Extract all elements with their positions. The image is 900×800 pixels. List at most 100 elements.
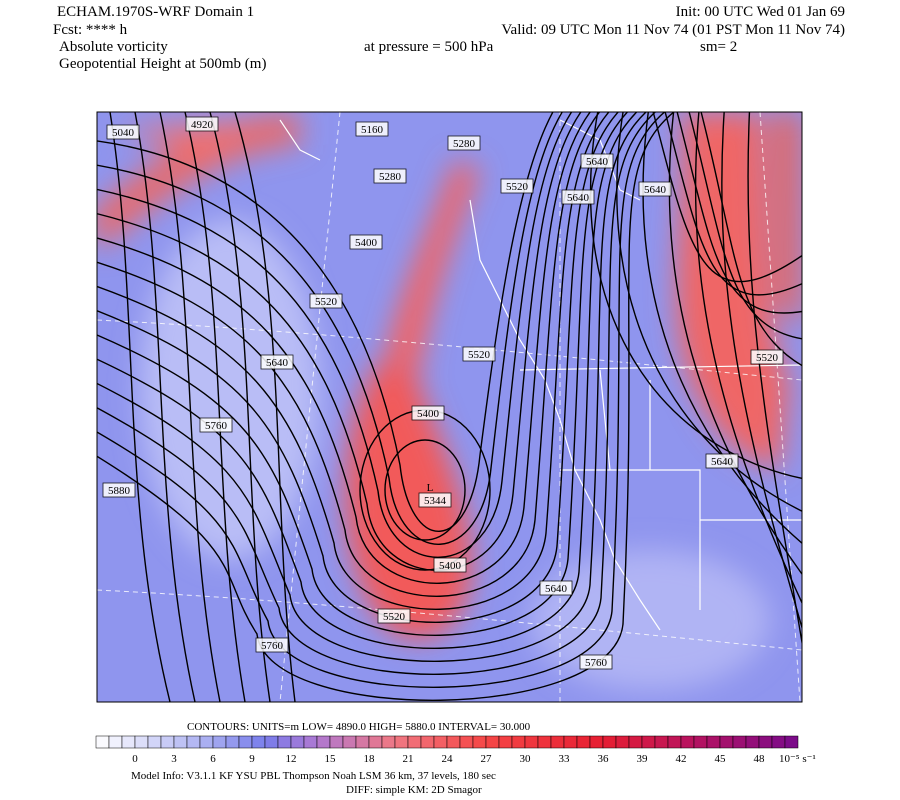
contour xyxy=(97,112,638,649)
contour xyxy=(109,112,171,702)
contour xyxy=(97,112,648,662)
colorbar-tick-label: 15 xyxy=(325,753,337,765)
contour-label: 5400 xyxy=(439,560,462,572)
map xyxy=(97,112,802,702)
colorbar-box xyxy=(238,735,253,749)
colorbar-box xyxy=(589,735,604,749)
label-box xyxy=(579,654,613,670)
label-box xyxy=(355,121,389,137)
colorbar-box xyxy=(498,735,513,749)
model-info: Model Info: V3.1.1 KF YSU PBL Thompson N… xyxy=(131,770,496,782)
colorbar-box xyxy=(563,735,578,749)
contour xyxy=(747,112,802,647)
field: Absolute vorticity xyxy=(59,39,168,55)
smoothing: sm= 2 xyxy=(700,39,737,55)
contour-label: 5400 xyxy=(417,408,440,420)
colorbar-box xyxy=(732,735,747,749)
colorbar-box xyxy=(654,735,669,749)
contour-label: 5160 xyxy=(361,124,384,136)
colorbar-box xyxy=(719,735,734,749)
contour xyxy=(642,112,802,544)
colorbar-tick-label: 21 xyxy=(403,753,414,765)
colorbar-box xyxy=(225,735,240,749)
colorbar-box xyxy=(134,735,149,749)
colorbar-box xyxy=(784,735,799,749)
title: ECHAM.1970S-WRF Domain 1 xyxy=(57,4,254,20)
colorbar-box xyxy=(446,735,461,749)
colorbar-box xyxy=(407,735,422,749)
contour xyxy=(97,112,610,610)
colorbar-box xyxy=(485,735,500,749)
label-box xyxy=(255,637,289,653)
label-box xyxy=(462,346,496,362)
colorbar-box xyxy=(628,735,643,749)
colorbar-box xyxy=(576,735,591,749)
label-box xyxy=(260,354,294,370)
colorbar-box xyxy=(95,735,110,749)
contour xyxy=(384,439,466,541)
colorbar-tick-label: 0 xyxy=(132,753,138,765)
label-box xyxy=(377,608,411,624)
contour xyxy=(97,112,564,545)
label-box xyxy=(185,116,219,132)
colorbar-box xyxy=(459,735,474,749)
contour-label: 5520 xyxy=(756,352,779,364)
colorbar-box xyxy=(680,735,695,749)
contour xyxy=(97,112,629,636)
label-box xyxy=(561,189,595,205)
colorbar-box xyxy=(186,735,201,749)
colorbar-box xyxy=(316,735,331,749)
low-marker: L xyxy=(427,482,434,494)
contour xyxy=(97,112,592,584)
colorbar-box xyxy=(108,735,123,749)
contour-label: 5640 xyxy=(266,357,289,369)
colorbar-tick-label: 45 xyxy=(715,753,727,765)
contour-labels: 5040 4920 5160 5280 5280 5520 5640 5640 5640 5400… xyxy=(102,116,784,670)
contour-label: 5040 xyxy=(112,127,135,139)
colorbar-box xyxy=(251,735,266,749)
contour xyxy=(676,112,802,314)
contour-label: 5880 xyxy=(108,485,131,497)
colorbar-box xyxy=(706,735,721,749)
map-frame xyxy=(96,111,803,703)
init: Init: 00 UTC Wed 01 Jan 69 xyxy=(676,4,845,20)
label-box xyxy=(349,234,383,250)
contour-label: 5520 xyxy=(383,611,406,623)
contour xyxy=(694,112,802,605)
contour xyxy=(97,112,657,675)
colorbar-box xyxy=(420,735,435,749)
colorbar-tick-label: 12 xyxy=(286,753,297,765)
label-box xyxy=(373,168,407,184)
contour-field: Geopotential Height at 500mb (m) xyxy=(59,56,266,72)
colorbar-tick-label: 6 xyxy=(210,753,216,765)
contour-label: 5640 xyxy=(567,192,590,204)
colorbar-tick-label: 42 xyxy=(676,753,687,765)
label-box xyxy=(750,349,784,365)
label-box xyxy=(539,580,573,596)
contour xyxy=(652,112,802,283)
graticule xyxy=(97,112,802,702)
colorbar-box xyxy=(641,735,656,749)
contour-label: 5400 xyxy=(355,237,378,249)
colorbar-box xyxy=(433,735,448,749)
contour-label: 5640 xyxy=(711,456,734,468)
contour xyxy=(97,112,666,688)
colorbar-box xyxy=(615,735,630,749)
contour-label: 5520 xyxy=(506,181,529,193)
colorbar-box xyxy=(212,735,227,749)
contour xyxy=(668,112,802,576)
colorbar-box xyxy=(511,735,526,749)
contour-label: 5280 xyxy=(379,171,402,183)
contour xyxy=(209,112,271,702)
forecast: Fcst: **** h xyxy=(53,22,128,38)
contour xyxy=(97,112,620,623)
contour-label: 5344 xyxy=(424,495,447,507)
colorbar-box xyxy=(173,735,188,749)
label-box xyxy=(106,124,140,140)
contour xyxy=(159,112,221,702)
colorbar-box xyxy=(355,735,370,749)
colorbar-unit: 10⁻⁵ s⁻¹ xyxy=(779,753,816,765)
colorbar-box xyxy=(472,735,487,749)
contour xyxy=(664,112,802,296)
label-box xyxy=(500,178,534,194)
